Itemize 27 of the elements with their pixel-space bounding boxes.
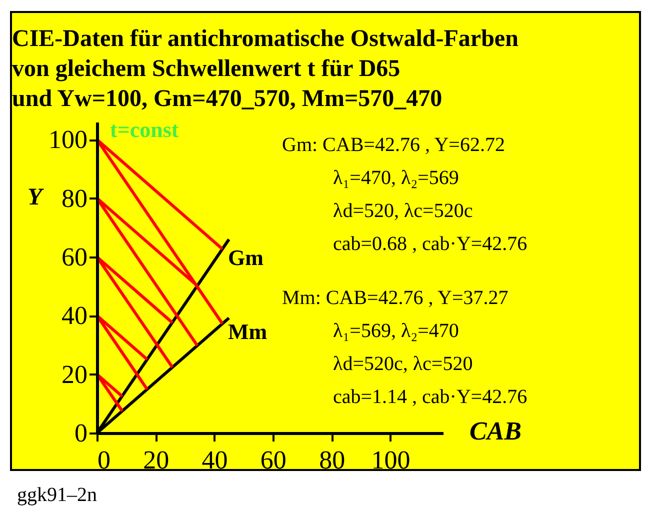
annotation: cab=0.68 , cab·Y=42.76: [333, 233, 528, 255]
y-tick-label: 0: [74, 418, 88, 448]
x-tick-label: 100: [371, 446, 410, 474]
y-tick-label: 20: [62, 360, 88, 389]
annotation: Mm: CAB=42.76 , Y=37.27: [282, 287, 508, 309]
text: ggk91–2n: [17, 484, 97, 506]
x-tick-label: 0: [98, 446, 110, 474]
annotation: λ₁=470, λ₂=569: [333, 167, 459, 189]
y-tick-label: 40: [62, 301, 88, 330]
x-tick-label: 40: [202, 446, 228, 474]
annotation: t=const: [110, 117, 180, 142]
annotation: λd=520c, λc=520: [333, 353, 473, 375]
annotation: λ₁=569, λ₂=470: [333, 320, 459, 342]
y-tick-label: 80: [62, 184, 88, 213]
x-axis-title: CAB: [470, 416, 522, 446]
y-tick-label: 60: [62, 242, 88, 272]
annotation: λd=520, λc=520c: [333, 200, 473, 222]
x-tick-label: 80: [319, 446, 346, 474]
annotation: Gm: [228, 245, 264, 270]
x-tick-label: 20: [143, 446, 170, 474]
annotation: Gm: CAB=42.76 , Y=62.72: [282, 134, 505, 156]
y-tick-label: 100: [48, 125, 88, 154]
annotation: Mm: [228, 319, 268, 344]
chart-title: CIE-Daten für antichromatische Ostwald-Farben von gleichem Schwellenwert t für D65 und Yw=100, Gm=470_570, Mm=570_470: [12, 26, 518, 112]
x-tick-label: 60: [260, 446, 286, 474]
annotation: cab=1.14 , cab·Y=42.76: [333, 386, 528, 408]
y-axis-title: Y: [28, 184, 44, 210]
